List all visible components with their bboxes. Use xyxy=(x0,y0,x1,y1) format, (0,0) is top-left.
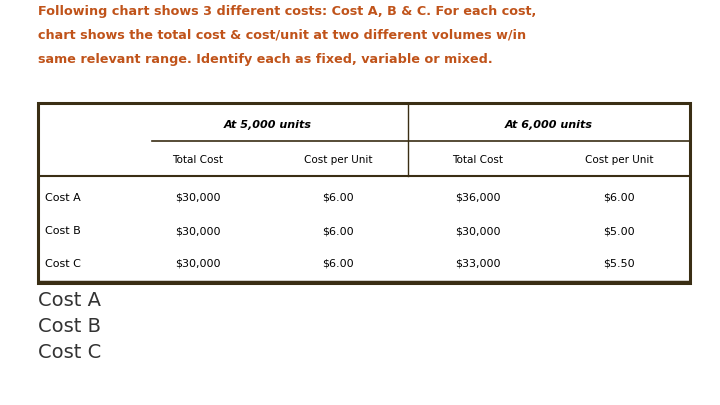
Text: Cost A: Cost A xyxy=(38,290,101,309)
Text: $6.00: $6.00 xyxy=(603,193,635,203)
Text: Cost B: Cost B xyxy=(38,316,101,335)
Text: At 5,000 units: At 5,000 units xyxy=(224,120,312,130)
Text: $6.00: $6.00 xyxy=(322,193,354,203)
Text: Following chart shows 3 different costs: Cost A, B & C. For each cost,: Following chart shows 3 different costs:… xyxy=(38,5,536,18)
Text: same relevant range. Identify each as fixed, variable or mixed.: same relevant range. Identify each as fi… xyxy=(38,53,492,66)
Text: Cost per Unit: Cost per Unit xyxy=(304,155,372,165)
Text: Cost C: Cost C xyxy=(38,343,102,362)
Text: Total Cost: Total Cost xyxy=(173,155,223,165)
Text: $36,000: $36,000 xyxy=(455,193,500,203)
Text: $5.50: $5.50 xyxy=(603,259,635,269)
Text: Cost C: Cost C xyxy=(45,259,81,269)
Text: Total Cost: Total Cost xyxy=(452,155,503,165)
Text: Cost per Unit: Cost per Unit xyxy=(585,155,653,165)
Text: $30,000: $30,000 xyxy=(455,226,500,236)
Text: chart shows the total cost & cost/unit at two different volumes w/in: chart shows the total cost & cost/unit a… xyxy=(38,29,526,42)
Text: $30,000: $30,000 xyxy=(175,193,221,203)
Text: $30,000: $30,000 xyxy=(175,226,221,236)
Text: $6.00: $6.00 xyxy=(322,259,354,269)
Text: $5.00: $5.00 xyxy=(603,226,635,236)
Text: $6.00: $6.00 xyxy=(322,226,354,236)
Text: $30,000: $30,000 xyxy=(175,259,221,269)
Text: Cost A: Cost A xyxy=(45,193,80,203)
Text: $33,000: $33,000 xyxy=(455,259,500,269)
Text: Cost B: Cost B xyxy=(45,226,80,236)
Text: At 6,000 units: At 6,000 units xyxy=(505,120,593,130)
Text: 12: 12 xyxy=(3,310,15,319)
